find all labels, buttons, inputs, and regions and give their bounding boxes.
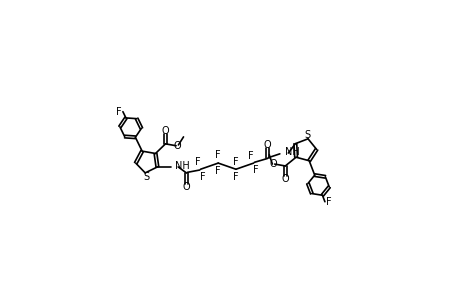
Text: F: F [215,150,221,161]
Text: F: F [233,172,238,182]
Text: F: F [195,157,201,167]
Text: S: S [303,130,310,140]
Text: NH: NH [285,147,299,157]
Text: S: S [143,172,150,182]
Text: O: O [269,159,276,169]
Text: O: O [281,174,289,184]
Text: NH: NH [175,161,190,171]
Text: O: O [161,126,169,136]
Text: F: F [248,151,253,161]
Text: F: F [325,197,331,207]
Text: F: F [253,165,258,176]
Text: F: F [116,107,122,117]
Text: F: F [233,157,238,166]
Text: F: F [215,166,221,176]
Text: O: O [182,182,190,192]
Text: O: O [174,141,181,151]
Text: F: F [200,172,206,182]
Text: O: O [263,140,271,150]
